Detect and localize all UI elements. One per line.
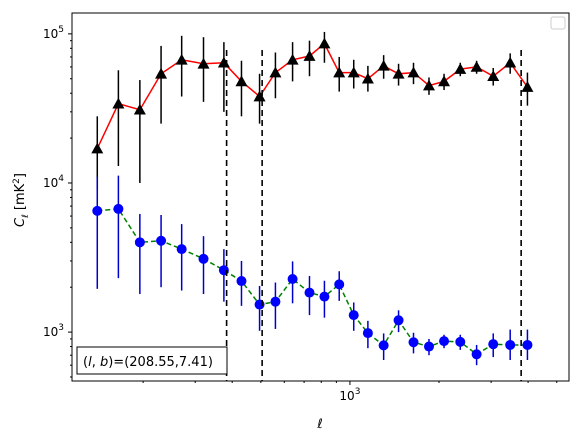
data-point-circle bbox=[522, 339, 533, 350]
data-point-triangle bbox=[318, 37, 331, 49]
data-point-circle bbox=[505, 339, 516, 350]
data-point-triangle bbox=[392, 67, 405, 79]
data-point-circle bbox=[378, 340, 389, 351]
annotation-l: l bbox=[88, 355, 92, 370]
y-axis-label-main: C bbox=[13, 217, 28, 227]
data-point-circle bbox=[304, 287, 315, 298]
y-axis-label: Cℓ [mK2] bbox=[12, 173, 31, 227]
data-point-triangle bbox=[112, 97, 125, 109]
data-point-circle bbox=[488, 339, 499, 350]
annotation-open: ( bbox=[83, 355, 88, 370]
data-point-circle bbox=[113, 203, 124, 214]
data-point-circle bbox=[408, 337, 419, 348]
data-point-triangle bbox=[333, 66, 346, 78]
plot-area bbox=[91, 31, 534, 366]
series-0 bbox=[91, 31, 534, 190]
data-point-triangle bbox=[377, 59, 390, 71]
data-point-triangle bbox=[347, 66, 360, 78]
data-point-triangle bbox=[407, 66, 420, 78]
data-point-triangle bbox=[197, 57, 210, 69]
data-point-circle bbox=[92, 205, 103, 216]
legend-box bbox=[550, 16, 566, 30]
data-point-circle bbox=[455, 336, 466, 347]
annotation-comma: , bbox=[92, 355, 100, 370]
data-point-triangle bbox=[133, 103, 146, 115]
y-axis-label-unit-close: ] bbox=[13, 173, 28, 178]
data-point-triangle bbox=[454, 63, 467, 74]
data-point-circle bbox=[198, 253, 209, 264]
y-tick-label: 104 bbox=[43, 174, 64, 190]
data-point-circle bbox=[471, 349, 482, 360]
vertical-markers bbox=[225, 49, 522, 381]
annotation-frame bbox=[76, 346, 228, 375]
data-point-triangle bbox=[422, 79, 435, 91]
data-point-circle bbox=[423, 341, 434, 352]
data-point-triangle bbox=[521, 81, 534, 92]
data-point-circle bbox=[393, 315, 404, 326]
data-point-circle bbox=[319, 291, 330, 302]
annotation-b: b bbox=[100, 355, 108, 370]
y-tick-label: 103 bbox=[43, 323, 64, 339]
data-point-circle bbox=[348, 310, 359, 321]
y-tick-label: 105 bbox=[43, 25, 64, 41]
data-point-triangle bbox=[438, 75, 451, 87]
data-point-circle bbox=[236, 276, 247, 287]
data-point-triangle bbox=[361, 72, 374, 84]
data-point-triangle bbox=[303, 50, 316, 61]
series-1 bbox=[92, 175, 533, 366]
annotation-text: (l, b)=(208.55,7.41) bbox=[83, 355, 213, 370]
data-point-circle bbox=[134, 237, 145, 248]
data-point-circle bbox=[176, 244, 187, 255]
data-point-triangle bbox=[155, 67, 168, 79]
annotation-box: (l, b)=(208.55,7.41) bbox=[76, 346, 228, 375]
data-point-circle bbox=[156, 235, 167, 246]
axis-ticks: 103 104 105 103 bbox=[43, 25, 558, 403]
legend-frame bbox=[550, 16, 566, 30]
x-tick-label: 103 bbox=[339, 387, 360, 403]
y-axis-label-unit: [mK bbox=[13, 183, 28, 210]
annotation-rest: )=(208.55,7.41) bbox=[108, 355, 213, 370]
data-point-triangle bbox=[504, 56, 517, 68]
y-axis-label-unit-sup: 2 bbox=[12, 178, 22, 184]
data-point-circle bbox=[334, 279, 345, 290]
y-axis-label-sub: ℓ bbox=[21, 214, 31, 219]
data-point-circle bbox=[270, 296, 281, 307]
data-point-triangle bbox=[235, 75, 248, 87]
data-point-circle bbox=[439, 336, 450, 347]
data-point-circle bbox=[254, 299, 265, 310]
data-point-triangle bbox=[175, 53, 188, 65]
data-point-triangle bbox=[269, 66, 282, 78]
data-point-circle bbox=[287, 274, 298, 285]
data-point-triangle bbox=[91, 142, 104, 154]
x-axis-label: ℓ bbox=[316, 417, 322, 432]
data-point-triangle bbox=[487, 70, 500, 82]
data-point-circle bbox=[362, 328, 373, 339]
data-point-triangle bbox=[470, 60, 483, 72]
data-point-triangle bbox=[253, 90, 266, 102]
data-point-triangle bbox=[286, 53, 299, 65]
